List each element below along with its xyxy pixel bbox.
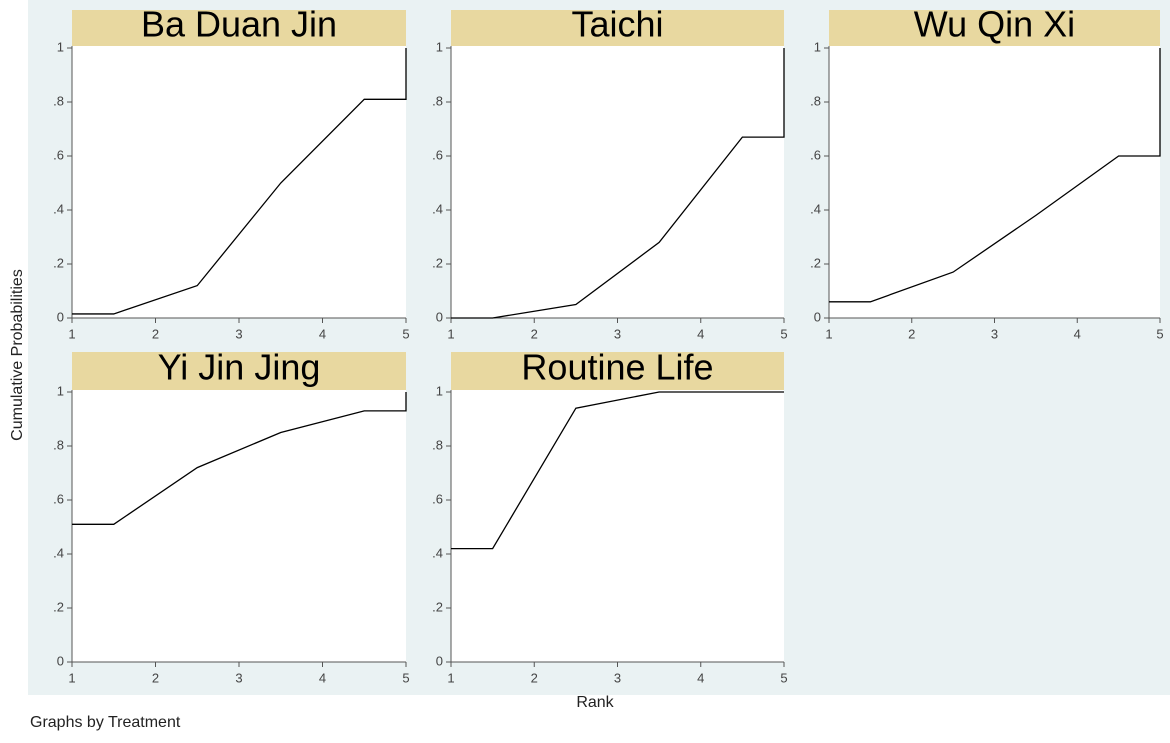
- data-line: [72, 392, 407, 525]
- y-tick-label: .6: [53, 491, 64, 506]
- x-tick-label: 5: [780, 326, 787, 341]
- panel-title: Yi Jin Jing: [158, 347, 321, 388]
- y-tick-label: .6: [53, 147, 64, 162]
- x-tick-label: 2: [908, 326, 915, 341]
- y-tick-label: 1: [436, 39, 443, 54]
- x-tick-label: 4: [319, 670, 326, 685]
- panel-title: Ba Duan Jin: [141, 4, 337, 45]
- y-tick-label: .2: [432, 599, 443, 614]
- data-line: [72, 48, 407, 315]
- y-tick-label: .4: [432, 201, 443, 216]
- panel-title: Wu Qin Xi: [914, 4, 1075, 45]
- y-axis-label: Cumulative Probabilities: [9, 269, 26, 441]
- plot-area: [72, 46, 406, 318]
- y-tick-label: .6: [432, 147, 443, 162]
- x-axis-label: Rank: [576, 694, 614, 711]
- y-tick-label: .2: [53, 255, 64, 270]
- panel-title: Taichi: [571, 4, 663, 45]
- x-tick-label: 1: [68, 326, 75, 341]
- y-tick-label: .2: [53, 599, 64, 614]
- plot-area: [451, 46, 784, 318]
- x-tick-label: 5: [402, 670, 409, 685]
- y-tick-label: .8: [53, 437, 64, 452]
- y-tick-label: .4: [432, 545, 443, 560]
- x-tick-label: 3: [235, 326, 242, 341]
- data-line: [829, 48, 1161, 303]
- x-tick-label: 5: [780, 670, 787, 685]
- y-tick-label: .8: [810, 93, 821, 108]
- y-tick-label: .2: [810, 255, 821, 270]
- panel-title-strip: [72, 10, 406, 46]
- y-tick-label: .6: [432, 491, 443, 506]
- y-tick-label: 0: [436, 309, 443, 324]
- panel-title-strip: [451, 352, 784, 390]
- y-tick-label: 1: [57, 39, 64, 54]
- panel-title-strip: [72, 352, 406, 390]
- y-tick-label: .8: [53, 93, 64, 108]
- y-tick-label: 1: [436, 383, 443, 398]
- x-tick-label: 3: [614, 670, 621, 685]
- x-tick-label: 3: [991, 326, 998, 341]
- x-tick-label: 4: [1074, 326, 1081, 341]
- data-line: [451, 48, 785, 319]
- y-tick-label: .6: [810, 147, 821, 162]
- x-tick-label: 4: [319, 326, 326, 341]
- y-tick-label: .8: [432, 437, 443, 452]
- x-tick-label: 1: [68, 670, 75, 685]
- x-tick-label: 2: [531, 326, 538, 341]
- y-tick-label: 0: [814, 309, 821, 324]
- data-line: [451, 391, 784, 550]
- x-tick-label: 2: [152, 326, 159, 341]
- x-tick-label: 2: [531, 670, 538, 685]
- y-tick-label: 1: [814, 39, 821, 54]
- x-tick-label: 5: [402, 326, 409, 341]
- y-tick-label: .2: [432, 255, 443, 270]
- plot-area: [451, 390, 784, 662]
- x-tick-label: 1: [447, 670, 454, 685]
- x-tick-label: 1: [825, 326, 832, 341]
- panel-title-strip: [829, 10, 1160, 46]
- y-tick-label: 1: [57, 383, 64, 398]
- y-tick-label: .4: [53, 201, 64, 216]
- note: Graphs by Treatment: [30, 714, 181, 731]
- x-tick-label: 2: [152, 670, 159, 685]
- plot-area: [829, 46, 1160, 318]
- x-tick-label: 3: [235, 670, 242, 685]
- y-tick-label: .8: [432, 93, 443, 108]
- y-tick-label: 0: [436, 653, 443, 668]
- y-tick-label: .4: [810, 201, 821, 216]
- x-tick-label: 4: [697, 670, 704, 685]
- y-tick-label: 0: [57, 653, 64, 668]
- x-tick-label: 4: [697, 326, 704, 341]
- panel-title: Routine Life: [521, 347, 713, 388]
- panel-title-strip: [451, 10, 784, 46]
- plot-area: [72, 390, 406, 662]
- x-tick-label: 5: [1156, 326, 1163, 341]
- y-tick-label: .4: [53, 545, 64, 560]
- y-tick-label: 0: [57, 309, 64, 324]
- x-tick-label: 3: [614, 326, 621, 341]
- x-tick-label: 1: [447, 326, 454, 341]
